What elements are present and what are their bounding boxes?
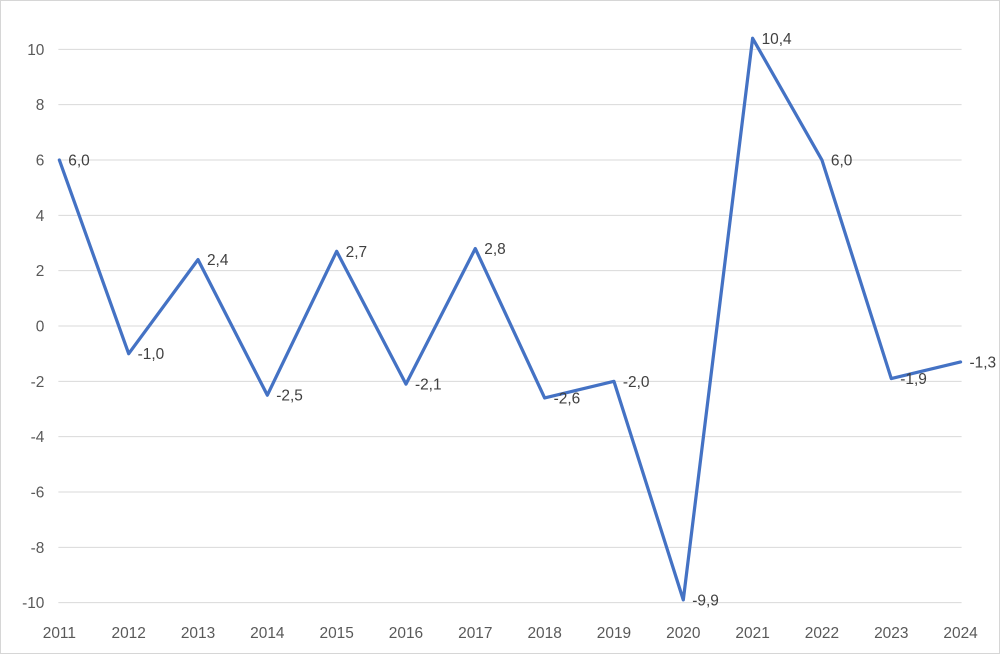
x-axis-tick-label: 2017 — [458, 625, 492, 642]
data-label: -2,5 — [276, 388, 303, 405]
y-axis-tick-labels: -10 -8 -6 -4 -2 0 2 4 6 8 10 — [22, 42, 45, 612]
data-label: -2,6 — [554, 390, 581, 407]
data-label: -9,9 — [692, 592, 719, 609]
data-label: -2,0 — [623, 374, 650, 391]
data-label: -1,0 — [138, 346, 165, 363]
y-axis-tick-label: 6 — [36, 152, 45, 169]
x-axis-tick-label: 2019 — [597, 625, 631, 642]
y-axis-tick-label: -8 — [31, 540, 45, 557]
y-axis-tick-label: -4 — [31, 429, 45, 446]
x-axis-tick-label: 2016 — [389, 625, 423, 642]
x-axis-tick-label: 2013 — [181, 625, 215, 642]
y-axis-tick-label: 0 — [36, 318, 45, 335]
data-label: 2,8 — [484, 241, 505, 258]
x-axis-tick-label: 2012 — [112, 625, 146, 642]
x-axis-tick-label: 2011 — [43, 625, 76, 642]
x-axis-tick-label: 2023 — [874, 625, 908, 642]
data-label: 6,0 — [68, 152, 89, 169]
y-axis-tick-label: -6 — [31, 484, 45, 501]
x-axis-tick-label: 2015 — [319, 625, 353, 642]
x-axis-tick-label: 2024 — [943, 625, 978, 642]
y-axis-tick-label: 2 — [36, 263, 45, 280]
x-axis-tick-labels: 2011 2012 2013 2014 2015 2016 2017 2018 2019 2020… — [43, 625, 978, 642]
y-axis-tick-label: 8 — [36, 97, 45, 114]
x-axis-tick-label: 2021 — [735, 625, 769, 642]
y-axis-tick-label: -10 — [22, 595, 44, 612]
data-label: 10,4 — [762, 31, 792, 48]
y-axis-tick-label: 10 — [27, 42, 44, 59]
data-series — [57, 36, 963, 602]
data-label: 6,0 — [831, 152, 852, 169]
y-axis-tick-label: -2 — [31, 374, 45, 391]
data-labels: 6,0 -1,0 2,4 -2,5 2,7 -2,1 2,8 -2,6 -2,0 -9,9 10,4… — [68, 31, 996, 610]
x-axis-tick-label: 2018 — [527, 625, 561, 642]
data-label: 2,4 — [207, 252, 229, 269]
x-axis-tick-label: 2014 — [250, 625, 285, 642]
x-axis-tick-label: 2020 — [666, 625, 700, 642]
data-label: 2,7 — [346, 244, 367, 261]
data-label: -2,1 — [415, 377, 442, 394]
x-axis-tick-label: 2022 — [805, 625, 839, 642]
data-label: -1,9 — [900, 371, 927, 388]
data-label: -1,3 — [970, 354, 997, 371]
data-series-line — [57, 36, 963, 602]
y-axis-tick-label: 4 — [36, 208, 45, 225]
